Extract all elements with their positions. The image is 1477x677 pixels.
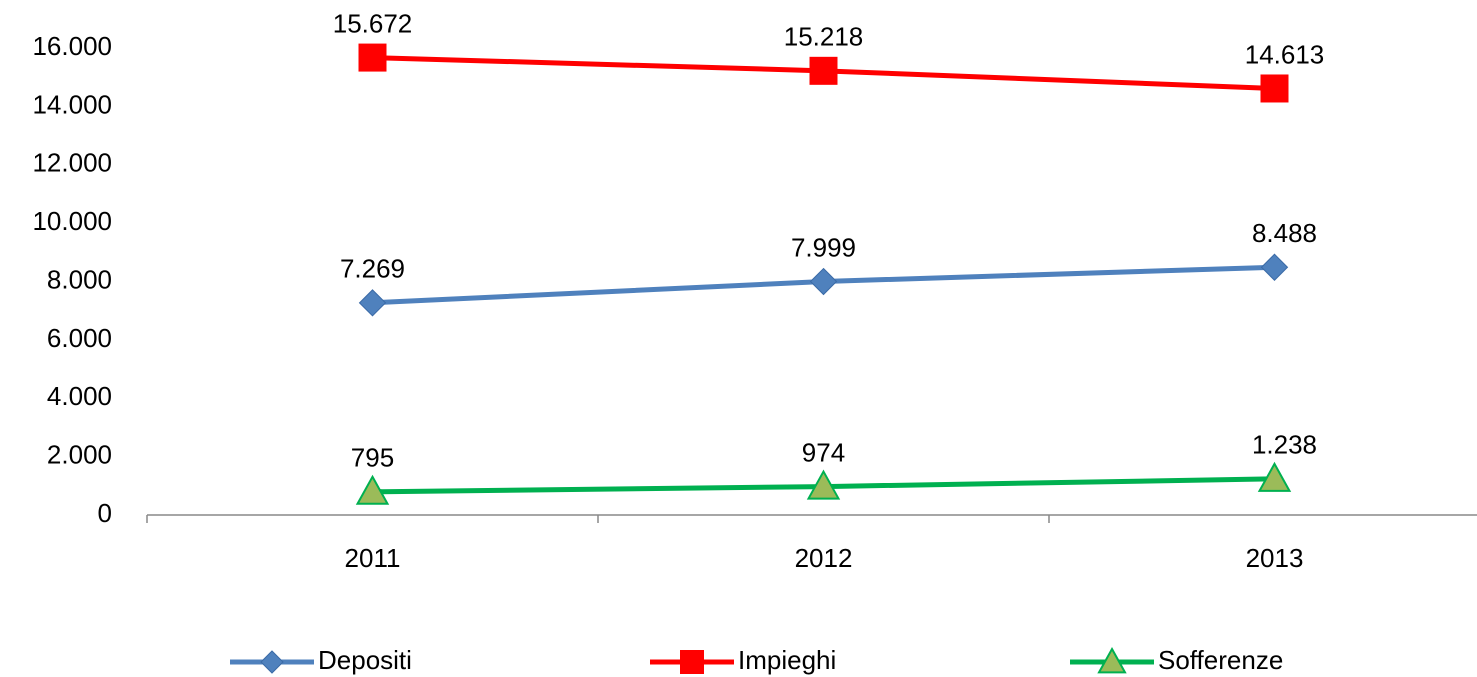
y-tick-label: 16.000 [32, 31, 112, 61]
marker [809, 56, 838, 85]
marker [806, 469, 841, 500]
legend-label: Depositi [318, 645, 412, 675]
y-tick-label: 6.000 [47, 323, 112, 353]
data-label: 7.999 [791, 232, 856, 262]
legend-label: Sofferenze [1158, 645, 1283, 675]
y-tick-label: 2.000 [47, 440, 112, 470]
y-tick-label: 8.000 [47, 264, 112, 294]
y-tick-label: 0 [98, 498, 112, 528]
data-label: 15.218 [784, 22, 864, 52]
marker [1260, 74, 1289, 103]
marker [1257, 461, 1292, 492]
y-tick-label: 14.000 [32, 89, 112, 119]
data-label: 14.613 [1245, 39, 1325, 69]
data-label: 7.269 [340, 254, 405, 284]
marker [809, 267, 838, 296]
data-label: 974 [802, 437, 845, 467]
legend-marker [680, 650, 704, 674]
marker [358, 43, 387, 72]
legend-marker [1097, 646, 1127, 674]
marker [358, 289, 387, 317]
legend-label: Impieghi [738, 645, 836, 675]
legend-marker [260, 650, 284, 674]
x-tick-label: 2011 [345, 543, 401, 573]
y-tick-label: 12.000 [32, 148, 112, 178]
marker [355, 474, 390, 505]
x-tick-label: 2013 [1246, 543, 1304, 573]
data-label: 8.488 [1252, 218, 1317, 248]
data-label: 795 [351, 443, 394, 473]
y-tick-label: 4.000 [47, 381, 112, 411]
y-tick-label: 10.000 [32, 206, 112, 236]
x-tick-label: 2012 [795, 543, 853, 573]
marker [1260, 253, 1289, 281]
data-label: 15.672 [333, 8, 413, 38]
data-label: 1.238 [1252, 430, 1317, 460]
